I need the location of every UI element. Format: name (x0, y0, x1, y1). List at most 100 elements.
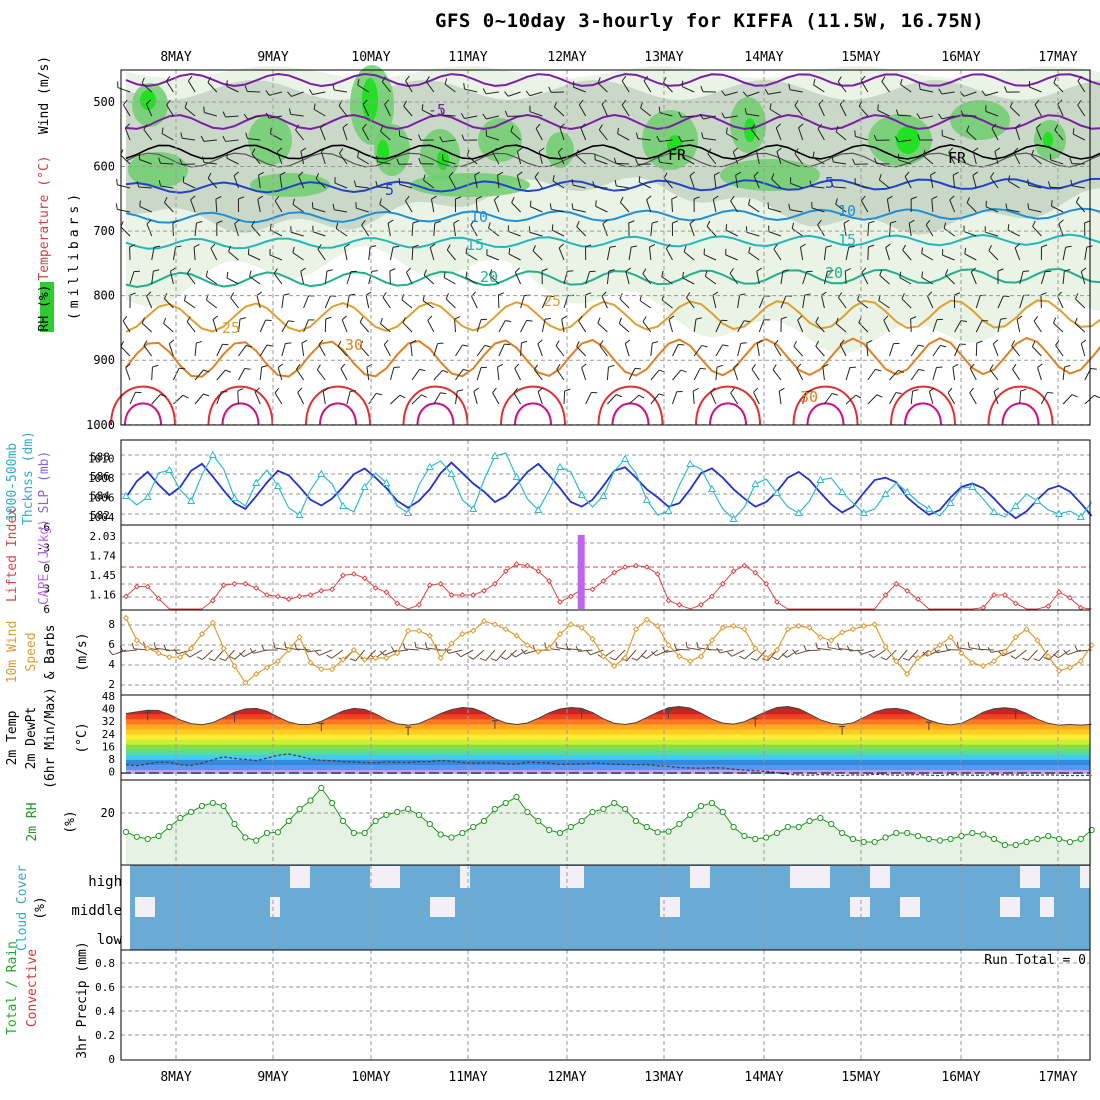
wind-barb (511, 202, 521, 213)
wind-speed-marker (209, 619, 216, 626)
wind-barb (751, 368, 760, 381)
wind-barb (1008, 180, 1020, 189)
wind-barb (918, 83, 921, 90)
wind-barb (837, 81, 847, 93)
wind-barb (493, 199, 500, 213)
wind-barb (462, 344, 469, 347)
wind-barb (445, 293, 449, 300)
wind-barb (551, 224, 554, 231)
wind-barb (292, 252, 304, 261)
wind-barb (486, 135, 500, 141)
isotherm-surface (319, 402, 357, 426)
wind-barb (125, 363, 131, 369)
slp-marker (642, 495, 651, 504)
y-tick-label: 24 (102, 728, 116, 741)
slp-marker (447, 469, 456, 478)
slp-marker (534, 505, 543, 514)
wind-barb (164, 202, 174, 213)
wind-barb (1062, 247, 1067, 261)
wind-barb (967, 641, 970, 648)
date-label-bottom: 15MAY (841, 1070, 880, 1085)
wind-barb (663, 77, 667, 83)
rh-marker (882, 834, 889, 841)
wind-barb (476, 345, 486, 357)
lifted-index-marker (991, 592, 997, 598)
wind-barb (898, 139, 912, 143)
wind-barb (357, 84, 369, 93)
wind-barb (187, 80, 196, 93)
wind-barb (954, 320, 962, 333)
wind-barb (405, 200, 413, 213)
y-tick-label-right: 1008 (88, 472, 115, 485)
wind-barb (194, 369, 204, 381)
wind-barb (877, 109, 890, 117)
wind-barb (845, 394, 856, 405)
wind-barb (585, 649, 591, 656)
wind-barb (544, 317, 552, 320)
wind-barb (576, 226, 587, 237)
wind-barb (706, 220, 711, 227)
wind-barb (485, 91, 499, 95)
wind-barb (1043, 656, 1050, 661)
date-label-bottom: 9MAY (257, 1070, 288, 1085)
wind-barb (938, 113, 943, 120)
wind-barb (269, 91, 283, 96)
lifted-index-marker (622, 564, 629, 570)
y-tick-label: 40 (102, 703, 115, 716)
wind-barb (124, 127, 131, 141)
rh-marker (198, 802, 206, 810)
wind-barb (301, 343, 305, 357)
axis-label: 3hr Precip (mm) (75, 941, 90, 1058)
rh-legend-swatch (40, 282, 54, 332)
wind-barb (1034, 99, 1040, 105)
wind-barb (429, 243, 436, 248)
wind-barb (129, 391, 136, 405)
wind-barb (430, 199, 435, 213)
wind-barb (340, 368, 348, 381)
rh-marker (448, 834, 455, 841)
date-label-top: 15MAY (841, 50, 880, 65)
isotherm (125, 207, 1100, 224)
wind-barb (1027, 203, 1030, 210)
wind-barb (237, 390, 239, 405)
axis-label: SLP (mb) (37, 451, 52, 514)
wind-barb (296, 648, 311, 651)
rh-marker (860, 838, 867, 846)
wind-barb (902, 244, 907, 251)
wind-barb (753, 175, 760, 189)
lifted-index-marker (264, 592, 270, 598)
wind-barb (682, 86, 695, 93)
wind-barb (929, 175, 934, 189)
wind-barb (303, 295, 309, 309)
wind-barb (650, 369, 660, 381)
wind-barb (724, 115, 738, 119)
slp-marker (382, 478, 391, 487)
wind-barb (508, 248, 511, 255)
wind-barb (406, 272, 413, 285)
wind-barb (895, 109, 899, 116)
slp-marker (924, 504, 933, 513)
wind-barb (685, 641, 688, 648)
panel-border (120, 69, 1091, 426)
wind-barb (780, 295, 787, 309)
wind-speed-marker (155, 650, 162, 657)
slp-marker (838, 487, 847, 496)
date-label-top: 9MAY (257, 50, 288, 65)
wind-barb (517, 171, 523, 176)
wind-barb (942, 254, 955, 261)
wind-barb (813, 78, 816, 85)
rh-marker (263, 829, 271, 837)
wind-barb (821, 291, 827, 296)
wind-barb (822, 363, 829, 368)
wind-barb (214, 649, 225, 661)
wind-barb (357, 79, 360, 86)
wind-barb (928, 391, 934, 405)
rh-marker (719, 808, 726, 816)
lifted-index-marker (763, 580, 770, 587)
wind-barb (515, 649, 528, 658)
lifted-index-marker (133, 583, 140, 590)
wind-barb (194, 343, 197, 357)
wind-barb (606, 367, 609, 381)
wind-barb (969, 363, 975, 369)
